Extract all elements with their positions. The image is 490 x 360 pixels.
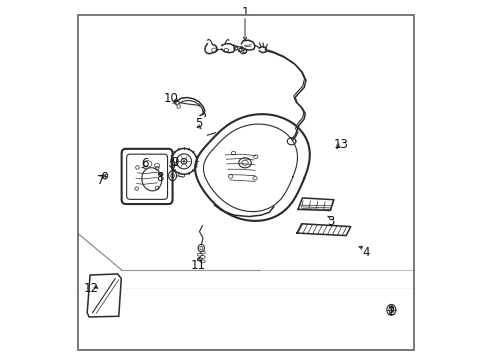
Text: 12: 12 bbox=[84, 282, 99, 295]
Text: 2: 2 bbox=[388, 306, 395, 319]
Text: 6: 6 bbox=[142, 157, 149, 170]
Text: 5: 5 bbox=[195, 117, 202, 130]
Text: 11: 11 bbox=[191, 259, 206, 272]
Text: 8: 8 bbox=[156, 171, 163, 184]
Text: 10: 10 bbox=[164, 92, 179, 105]
Text: 9: 9 bbox=[172, 156, 179, 169]
Text: 4: 4 bbox=[363, 246, 370, 259]
Text: 1: 1 bbox=[241, 6, 249, 19]
Text: 3: 3 bbox=[327, 215, 335, 228]
Text: 7: 7 bbox=[97, 174, 104, 187]
Text: 13: 13 bbox=[334, 138, 348, 151]
